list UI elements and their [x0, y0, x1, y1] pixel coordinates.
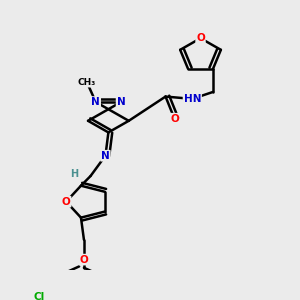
Text: HN: HN [184, 94, 201, 104]
Text: N: N [101, 151, 110, 161]
Text: O: O [80, 255, 88, 265]
Text: O: O [62, 197, 70, 207]
Text: O: O [170, 114, 179, 124]
Text: O: O [196, 33, 205, 43]
Text: N: N [117, 97, 125, 107]
Text: Cl: Cl [34, 292, 45, 300]
Text: N: N [92, 97, 100, 107]
Text: H: H [70, 169, 78, 179]
Text: CH₃: CH₃ [78, 78, 96, 87]
